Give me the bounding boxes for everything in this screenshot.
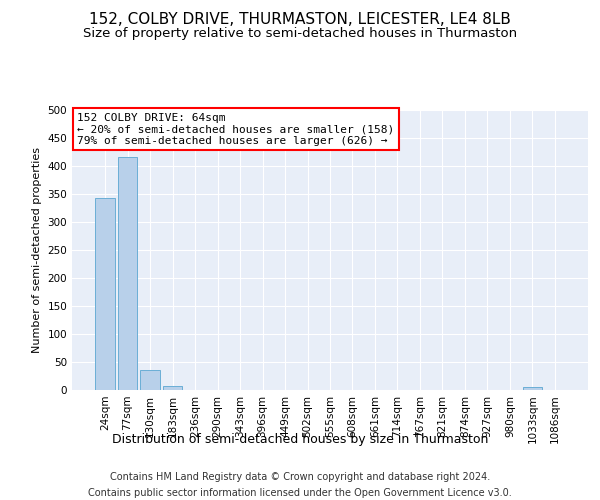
Bar — [95, 198, 115, 390]
Text: 152, COLBY DRIVE, THURMASTON, LEICESTER, LE4 8LB: 152, COLBY DRIVE, THURMASTON, LEICESTER,… — [89, 12, 511, 28]
Bar — [163, 386, 182, 390]
Bar — [523, 387, 542, 390]
Text: Contains public sector information licensed under the Open Government Licence v3: Contains public sector information licen… — [88, 488, 512, 498]
Text: 152 COLBY DRIVE: 64sqm
← 20% of semi-detached houses are smaller (158)
79% of se: 152 COLBY DRIVE: 64sqm ← 20% of semi-det… — [77, 113, 394, 146]
Bar — [118, 157, 137, 390]
Y-axis label: Number of semi-detached properties: Number of semi-detached properties — [32, 147, 42, 353]
Text: Distribution of semi-detached houses by size in Thurmaston: Distribution of semi-detached houses by … — [112, 432, 488, 446]
Bar — [140, 370, 160, 390]
Text: Contains HM Land Registry data © Crown copyright and database right 2024.: Contains HM Land Registry data © Crown c… — [110, 472, 490, 482]
Text: Size of property relative to semi-detached houses in Thurmaston: Size of property relative to semi-detach… — [83, 28, 517, 40]
